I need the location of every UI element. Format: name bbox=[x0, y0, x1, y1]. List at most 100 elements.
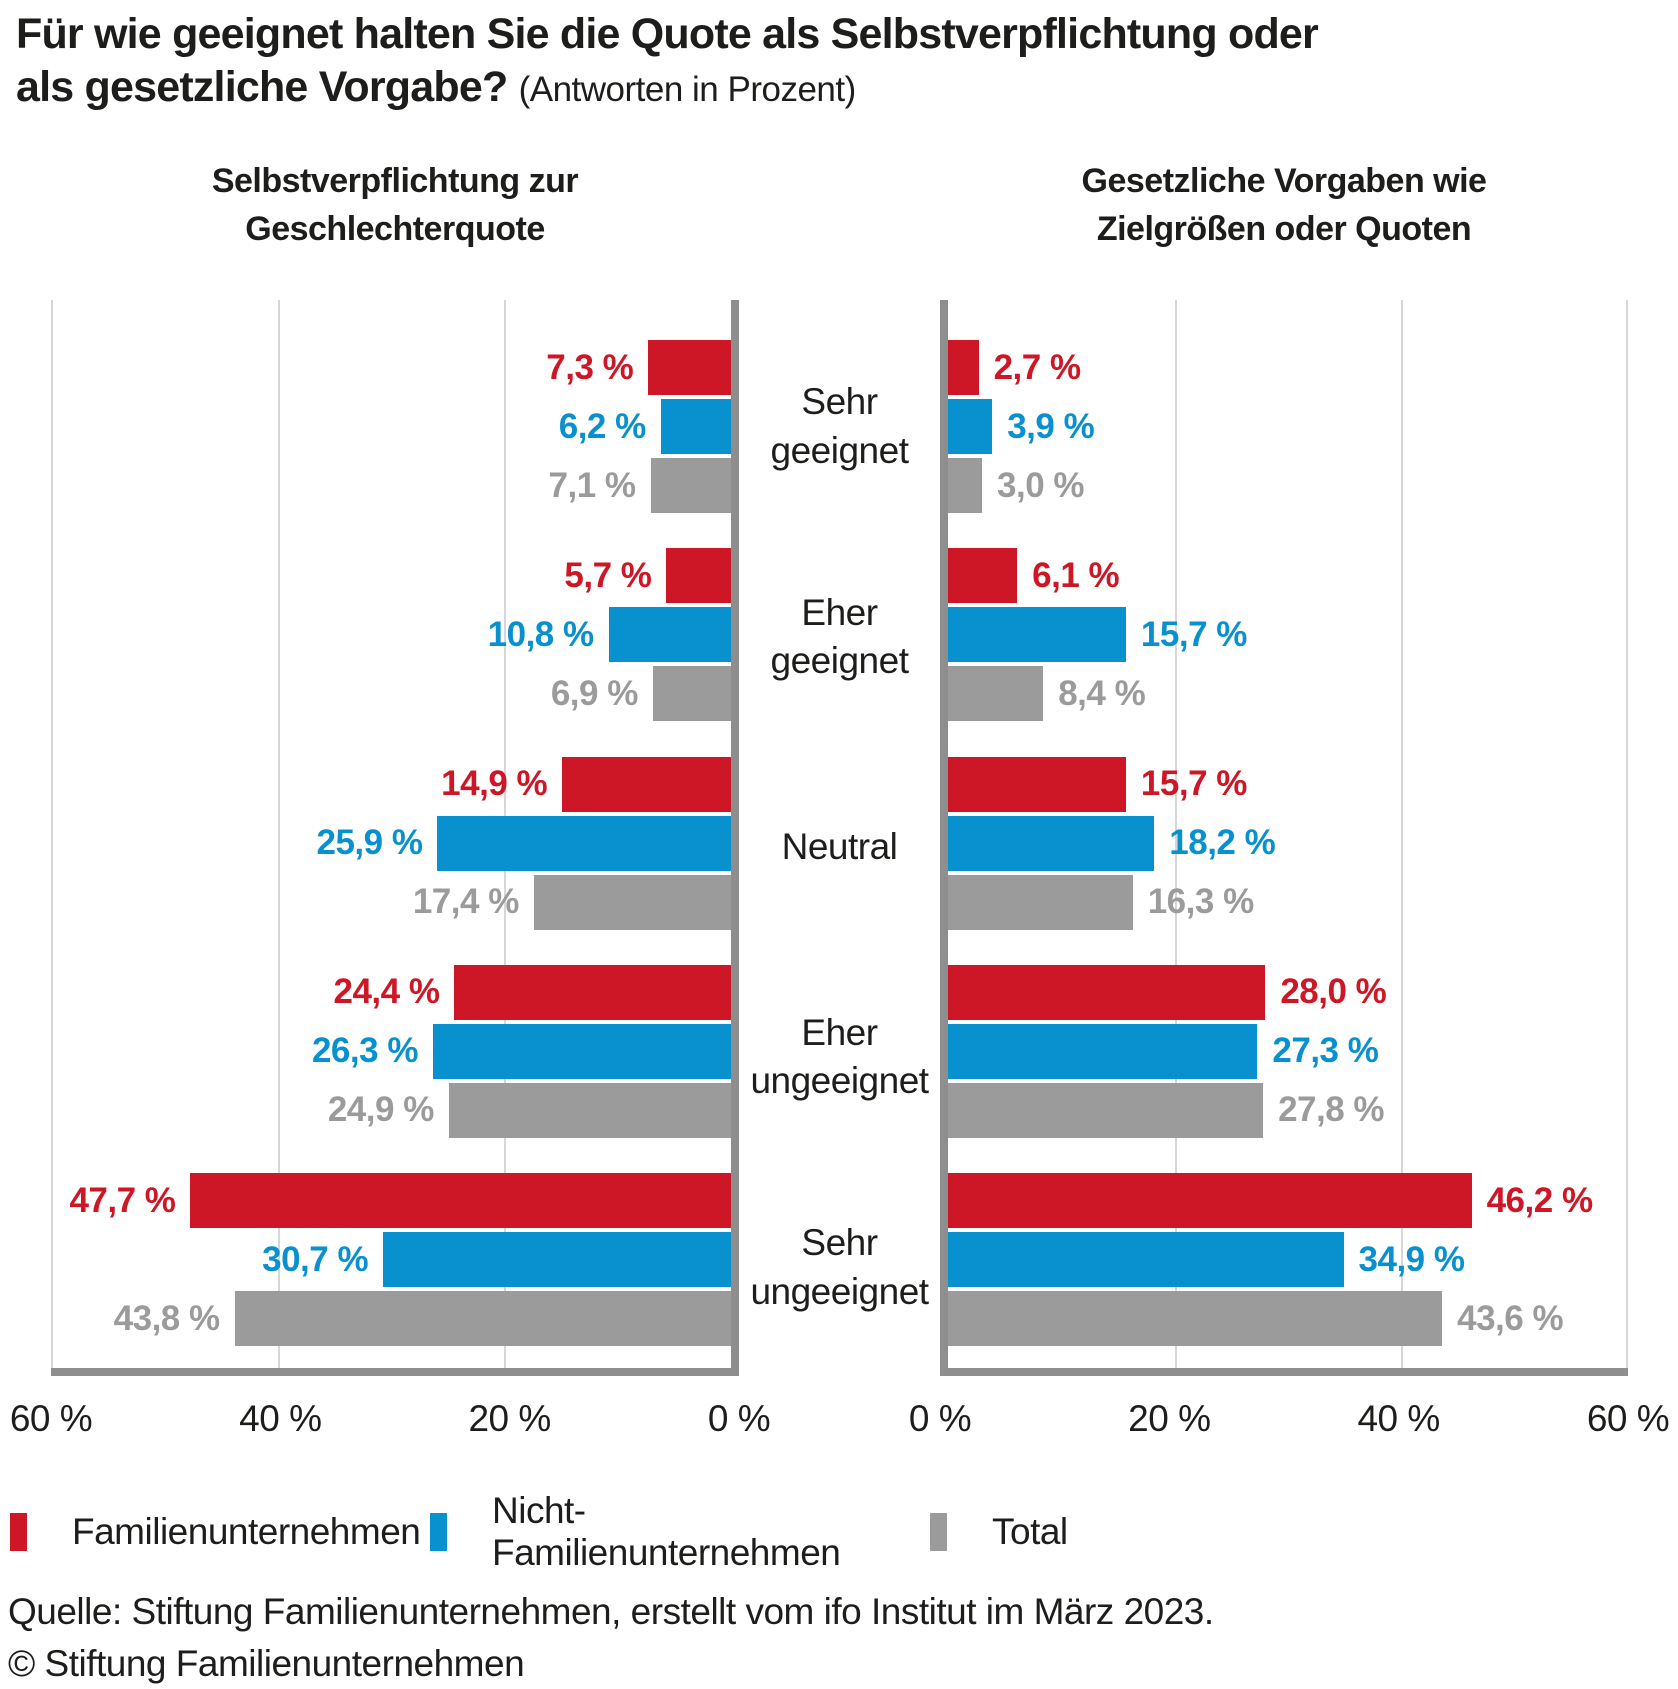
category-label: Sehr geeignet bbox=[770, 381, 909, 471]
value-label: 6,1 % bbox=[1032, 555, 1120, 595]
chart-bar bbox=[948, 756, 1126, 812]
value-label: 43,8 % bbox=[113, 1298, 220, 1338]
chart-bar bbox=[437, 815, 731, 871]
category-label: Eher geeignet bbox=[770, 591, 909, 681]
bar-line: 24,4 % bbox=[51, 964, 731, 1020]
bar-line: 46,2 % bbox=[948, 1173, 1628, 1228]
value-label: 18,2 % bbox=[1169, 823, 1276, 862]
legend-label: Familienunternehmen bbox=[72, 1511, 421, 1552]
bar-line: 47,7 % bbox=[51, 1173, 731, 1228]
bar-line: 28,0 % bbox=[948, 964, 1628, 1020]
bar-line: 14,9 % bbox=[51, 756, 731, 812]
legend-item: Nicht-Familienunternehmen bbox=[430, 1490, 930, 1574]
chart-title-suffix: (Antworten in Prozent) bbox=[518, 70, 857, 110]
panel-headers: Selbstverpflichtung zur Geschlechterquot… bbox=[51, 158, 1628, 253]
chart-bar bbox=[562, 756, 731, 812]
axis-ticks-left: 60 % 40 % 20 % 0 % bbox=[10, 1398, 771, 1448]
bar-line: 43,6 % bbox=[948, 1291, 1628, 1346]
chart-bar bbox=[948, 607, 1126, 663]
bar-rows: 2,7 % 3,9 % 3,0 % 6,1 % 15,7 % 8,4 % 15,7 % 18,… bbox=[948, 300, 1628, 1368]
value-label: 34,9 % bbox=[1358, 1239, 1465, 1279]
copyright-line: © Stiftung Familienunternehmen bbox=[8, 1642, 525, 1684]
chart-title-line1: Für wie geeignet halten Sie die Quote al… bbox=[16, 10, 1319, 58]
chart-bar bbox=[660, 399, 731, 454]
chart-bar bbox=[948, 964, 1266, 1020]
bar-line: 34,9 % bbox=[948, 1232, 1628, 1287]
axis-tick-label: 60 % bbox=[1586, 1398, 1670, 1439]
bar-line: 27,3 % bbox=[948, 1023, 1628, 1079]
bar-group: 24,4 % 26,3 % 24,9 % bbox=[51, 964, 731, 1138]
chart-bar bbox=[948, 1082, 1264, 1138]
source-line: Quelle: Stiftung Familienunternehmen, er… bbox=[8, 1591, 1214, 1632]
bar-group: 14,9 % 25,9 % 17,4 % bbox=[51, 756, 731, 930]
bar-group: 15,7 % 18,2 % 16,3 % bbox=[948, 756, 1628, 930]
gridline bbox=[1174, 300, 1177, 1368]
category-label: Neutral bbox=[781, 825, 898, 867]
chart-bar bbox=[448, 1082, 731, 1138]
chart-bar bbox=[948, 458, 982, 513]
chart-bar bbox=[948, 1173, 1472, 1228]
bar-group: 6,1 % 15,7 % 8,4 % bbox=[948, 548, 1628, 722]
bar-group: 5,7 % 10,8 % 6,9 % bbox=[51, 548, 731, 722]
panel-header-left: Selbstverpflichtung zur Geschlechterquot… bbox=[51, 158, 739, 253]
legend-item: Familienunternehmen bbox=[10, 1511, 430, 1553]
value-label: 3,0 % bbox=[997, 465, 1085, 505]
chart-bar bbox=[948, 399, 993, 454]
value-label: 26,3 % bbox=[311, 1031, 418, 1071]
chart-bar bbox=[608, 607, 731, 663]
bar-rows: 7,3 % 6,2 % 7,1 % 5,7 % 10,8 % 6,9 % 14,9 % 25,… bbox=[51, 300, 731, 1368]
value-label: 47,7 % bbox=[69, 1180, 176, 1220]
chart-bar bbox=[948, 1232, 1344, 1287]
bar-line: 3,0 % bbox=[948, 458, 1628, 513]
value-label: 2,7 % bbox=[993, 347, 1082, 387]
legend: Familienunternehmen Nicht-Familienunterne… bbox=[10, 1490, 1068, 1574]
chart-bar bbox=[454, 964, 731, 1020]
panel-header-left-line1: Selbstverpflichtung zur bbox=[211, 162, 579, 200]
chart-bar bbox=[190, 1173, 731, 1228]
axis-tick-label: 0 % bbox=[908, 1398, 972, 1439]
chart-bar bbox=[432, 1023, 731, 1079]
bar-line: 27,8 % bbox=[948, 1082, 1628, 1138]
chart-bar bbox=[234, 1291, 731, 1346]
chart-bar bbox=[648, 340, 731, 395]
bar-line: 6,2 % bbox=[51, 399, 731, 454]
category-label: Eher ungeeignet bbox=[750, 1012, 929, 1102]
bar-line: 3,9 % bbox=[948, 399, 1628, 454]
gridline bbox=[1626, 300, 1628, 1368]
legend-label: Nicht-Familienunternehmen bbox=[492, 1490, 841, 1573]
value-label: 27,8 % bbox=[1278, 1090, 1385, 1130]
chart-title-line2: als gesetzliche Vorgabe? bbox=[16, 63, 508, 112]
value-label: 46,2 % bbox=[1486, 1180, 1593, 1220]
chart-bar bbox=[948, 340, 979, 395]
value-label: 6,9 % bbox=[550, 673, 639, 713]
chart-bar bbox=[666, 548, 731, 604]
value-label: 27,3 % bbox=[1272, 1031, 1379, 1071]
value-label: 7,1 % bbox=[548, 465, 637, 505]
value-label: 5,7 % bbox=[564, 555, 652, 595]
legend-swatch bbox=[430, 1513, 447, 1551]
bar-line: 26,3 % bbox=[51, 1023, 731, 1079]
value-label: 15,7 % bbox=[1140, 764, 1247, 803]
chart-bar bbox=[948, 815, 1155, 871]
panel-header-left-line2: Geschlechterquote bbox=[245, 209, 545, 248]
bar-line: 6,9 % bbox=[51, 666, 731, 722]
panel-header-right: Gesetzliche Vorgaben wie Zielgrößen oder… bbox=[940, 158, 1628, 253]
bar-line: 15,7 % bbox=[948, 756, 1628, 812]
chart-bar bbox=[948, 1291, 1443, 1346]
value-label: 15,7 % bbox=[1140, 614, 1247, 654]
bar-line: 6,1 % bbox=[948, 548, 1628, 604]
panel-right-plot: 2,7 % 3,9 % 3,0 % 6,1 % 15,7 % 8,4 % 15,7 % 18,… bbox=[940, 300, 1628, 1376]
chart-bar bbox=[650, 458, 731, 513]
chart-title: Für wie geeignet halten Sie die Quote al… bbox=[16, 8, 1668, 115]
bar-line: 30,7 % bbox=[51, 1232, 731, 1287]
value-label: 3,9 % bbox=[1007, 406, 1095, 446]
bar-line: 15,7 % bbox=[948, 607, 1628, 663]
bar-line: 25,9 % bbox=[51, 815, 731, 871]
chart-bar bbox=[383, 1232, 731, 1287]
chart-bar bbox=[948, 666, 1044, 722]
value-label: 10,8 % bbox=[487, 614, 594, 654]
bar-line: 24,9 % bbox=[51, 1082, 731, 1138]
bar-line: 7,1 % bbox=[51, 458, 731, 513]
value-label: 8,4 % bbox=[1058, 673, 1146, 713]
